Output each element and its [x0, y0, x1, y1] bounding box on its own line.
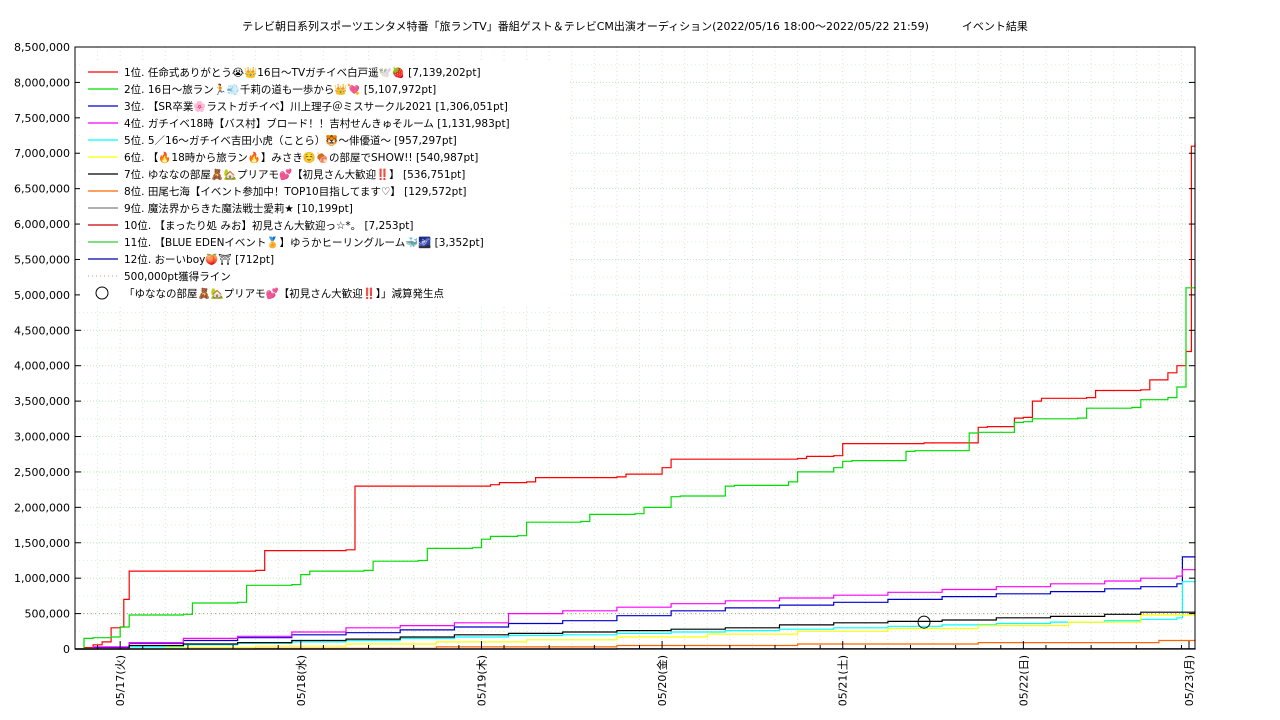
legend-label: 11位. 【BLUE EDENイベント🏅】ゆうかヒーリングルーム🐳🌌 [3,35… — [124, 236, 484, 249]
legend-label: 9位. 魔法界からきた魔法戦士愛莉★ [10,199pt] — [124, 202, 353, 215]
y-tick-label: 4,000,000 — [14, 360, 70, 373]
plot-frame — [74, 46, 1196, 650]
legend-label: 7位. ゆななの部屋🧸🏡プリアモ💕【初見さん大歓迎‼️】 [536,751pt] — [124, 168, 465, 181]
x-tick-label: 05/23(月) — [1183, 655, 1196, 706]
x-tick-label: 05/19(木) — [475, 655, 488, 706]
y-tick-label: 4,500,000 — [14, 324, 70, 337]
legend-label: 4位. ガチイベ18時【バス村】ブロード！！吉村せんきゅそルーム [1,131,… — [124, 117, 510, 130]
y-tick-label: 1,000,000 — [14, 572, 70, 585]
y-tick-label: 7,000,000 — [14, 147, 70, 160]
legend-label: 10位. 【まったり処 みお】初見さん大歓迎っ☆*。 [7,253pt] — [124, 219, 414, 232]
legend-label: 3位. 【SR卒業🌸ラストガチイベ】川上理子＠ミスサークル2021 [1,306… — [124, 100, 508, 113]
legend-label: 「ゆななの部屋🧸🏡プリアモ💕【初見さん大歓迎‼️】」減算発生点 — [124, 287, 444, 300]
series-line-4 — [75, 568, 1196, 650]
y-tick-label: 8,000,000 — [14, 76, 70, 89]
x-tick-label: 05/18(水) — [295, 655, 308, 706]
y-tick-label: 5,000,000 — [14, 289, 70, 302]
y-tick-label: 7,500,000 — [14, 112, 70, 125]
legend-label: 2位. 16日〜旅ラン🏃💨千莉の道も一歩から👑💘 [5,107,972pt] — [124, 83, 436, 96]
y-tick-label: 6,500,000 — [14, 183, 70, 196]
legend-background — [80, 60, 570, 306]
legend-label: 500,000pt獲得ライン — [124, 270, 231, 283]
legend-label: 5位. 5／16〜ガチイベ吉田小虎（ことら）🐯〜俳優道〜 [957,297pt] — [124, 134, 457, 147]
legend-label: 1位. 任命式ありがとう😭👑16日〜TVガチイベ白戸遥🕊️🍓 [7,139,20… — [124, 66, 481, 79]
series-line-7 — [75, 611, 1196, 650]
series-line-5 — [75, 581, 1196, 650]
y-tick-label: 2,000,000 — [14, 501, 70, 514]
series-line-2 — [75, 287, 1196, 650]
x-tick-label: 05/21(土) — [837, 655, 850, 706]
series-line-1 — [75, 143, 1196, 650]
chart-title: テレビ朝日系列スポーツエンタメ特番「旅ランTV」番組ゲスト＆テレビCM出演オーデ… — [242, 19, 1028, 33]
y-tick-label: 2,500,000 — [14, 466, 70, 479]
legend-label: 6位. 【🔥18時から旅ラン🔥】みさき☺️🍖の部屋でSHOW!! [540,98… — [124, 151, 478, 164]
x-tick-label: 05/22(日) — [1017, 655, 1030, 706]
y-tick-label: 3,000,000 — [14, 431, 70, 444]
y-tick-label: 5,500,000 — [14, 253, 70, 266]
series-line-8 — [75, 639, 1196, 650]
legend-label: 8位. 田尾七海【イベント参加中！TOP10目指してます♡】 [129,572p… — [124, 185, 467, 198]
y-tick-label: 8,500,000 — [14, 41, 70, 54]
y-tick-label: 1,500,000 — [14, 537, 70, 550]
annotation-layer — [917, 615, 931, 629]
y-tick-label: 6,000,000 — [14, 218, 70, 231]
y-tick-label: 500,000 — [25, 608, 71, 621]
x-tick-label: 05/20(金) — [655, 655, 669, 706]
series-line-6 — [75, 610, 1196, 650]
legend-marker — [95, 286, 109, 300]
y-tick-label: 3,500,000 — [14, 395, 70, 408]
legend-label: 12位. おーいboy🍑⛩ [712pt] — [124, 253, 274, 266]
y-tick-label: 0 — [63, 643, 70, 656]
x-tick-label: 05/17(火) — [114, 655, 127, 706]
decrease-point-marker — [917, 615, 931, 629]
axes: 0 500,000 1,000,000 1,500,000 2,000,000 2,500… — [14, 41, 1196, 706]
legend: 1位. 任命式ありがとう😭👑16日〜TVガチイベ白戸遥🕊️🍓 [7,139,20… — [80, 60, 570, 306]
